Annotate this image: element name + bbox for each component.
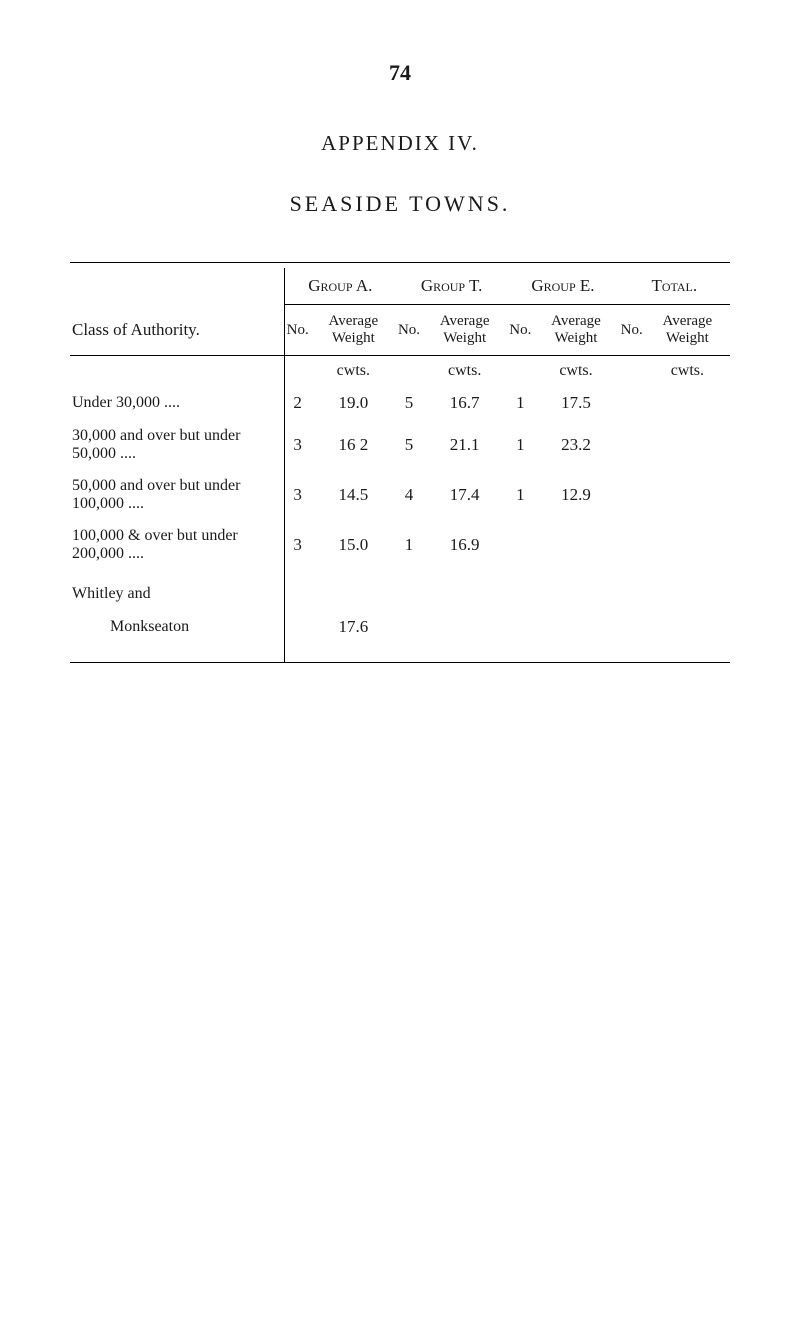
units-row: cwts. cwts. cwts. cwts. (70, 356, 730, 387)
empty-cell (507, 610, 533, 662)
cell-weight: 19.0 (311, 386, 396, 420)
cell-weight: 21.1 (422, 420, 507, 470)
table-row: 50,000 and over but under 100,000 .... 3… (70, 470, 730, 520)
empty-cell (396, 570, 422, 610)
cell-no (619, 386, 645, 420)
cell-no (507, 520, 533, 570)
cell-no: 1 (396, 520, 422, 570)
row-label: 100,000 & over but under 200,000 .... (70, 520, 284, 570)
whitley-label-1: Whitley and (70, 570, 284, 610)
cell-weight: 16.9 (422, 520, 507, 570)
no-header: No. (507, 305, 533, 356)
whitley-row-1: Whitley and (70, 570, 730, 610)
cell-no: 1 (507, 470, 533, 520)
row-label: Under 30,000 .... (70, 386, 284, 420)
group-t-header: Group T. (396, 268, 507, 305)
whitley-label-2: Monkseaton (70, 610, 284, 662)
no-header: No. (284, 305, 311, 356)
row-label: 50,000 and over but under 100,000 .... (70, 470, 284, 520)
empty-cell (619, 356, 645, 387)
table-container: Group A. Group T. Group E. Total. Class … (70, 262, 730, 663)
units-cell: cwts. (645, 356, 730, 387)
avg-weight-header: Average Weight (422, 305, 507, 356)
section-title: SEASIDE TOWNS. (70, 191, 730, 217)
cell-no: 3 (284, 520, 311, 570)
class-of-authority-label: Class of Authority. (70, 305, 284, 356)
cell-no: 2 (284, 386, 311, 420)
group-a-header: Group A. (284, 268, 396, 305)
no-header: No. (396, 305, 422, 356)
cell-no (619, 420, 645, 470)
empty-cell (507, 570, 533, 610)
cell-weight: 16 2 (311, 420, 396, 470)
units-cell: cwts. (311, 356, 396, 387)
table-row: 100,000 & over but under 200,000 .... 3 … (70, 520, 730, 570)
empty-cell (396, 610, 422, 662)
cell-weight: 17.5 (533, 386, 618, 420)
cell-weight: 12.9 (533, 470, 618, 520)
seaside-towns-table: Group A. Group T. Group E. Total. Class … (70, 268, 730, 662)
empty-cell (645, 610, 730, 662)
whitley-weight: 17.6 (311, 610, 396, 662)
page-number: 74 (70, 60, 730, 86)
cell-no: 5 (396, 386, 422, 420)
group-header-row: Group A. Group T. Group E. Total. (70, 268, 730, 305)
empty-cell (533, 610, 618, 662)
cell-weight (645, 470, 730, 520)
no-header: No. (619, 305, 645, 356)
empty-header (70, 268, 284, 305)
total-header: Total. (619, 268, 730, 305)
avg-weight-header: Average Weight (533, 305, 618, 356)
cell-no: 5 (396, 420, 422, 470)
sub-header-row: Class of Authority. No. Average Weight N… (70, 305, 730, 356)
empty-cell (284, 356, 311, 387)
cell-no (619, 520, 645, 570)
whitley-row-2: Monkseaton 17.6 (70, 610, 730, 662)
cell-no: 3 (284, 470, 311, 520)
empty-cell (284, 570, 311, 610)
empty-cell (507, 356, 533, 387)
empty-cell (284, 610, 311, 662)
cell-no: 1 (507, 386, 533, 420)
table-row: 30,000 and over but under 50,000 .... 3 … (70, 420, 730, 470)
units-cell: cwts. (533, 356, 618, 387)
cell-weight (645, 386, 730, 420)
cell-weight: 14.5 (311, 470, 396, 520)
empty-cell (311, 570, 396, 610)
cell-no: 4 (396, 470, 422, 520)
empty-cell (396, 356, 422, 387)
cell-no: 3 (284, 420, 311, 470)
units-cell: cwts. (422, 356, 507, 387)
cell-weight: 16.7 (422, 386, 507, 420)
empty-cell (533, 570, 618, 610)
appendix-title: APPENDIX IV. (70, 131, 730, 156)
cell-weight: 17.4 (422, 470, 507, 520)
cell-no (619, 470, 645, 520)
empty-cell (70, 356, 284, 387)
group-e-header: Group E. (507, 268, 618, 305)
cell-weight (533, 520, 618, 570)
table-row: Under 30,000 .... 2 19.0 5 16.7 1 17.5 (70, 386, 730, 420)
avg-weight-header: Average Weight (311, 305, 396, 356)
empty-cell (645, 570, 730, 610)
cell-no: 1 (507, 420, 533, 470)
row-label: 30,000 and over but under 50,000 .... (70, 420, 284, 470)
avg-weight-header: Average Weight (645, 305, 730, 356)
empty-cell (422, 570, 507, 610)
empty-cell (619, 610, 645, 662)
empty-cell (422, 610, 507, 662)
empty-cell (619, 570, 645, 610)
cell-weight (645, 520, 730, 570)
cell-weight: 15.0 (311, 520, 396, 570)
cell-weight: 23.2 (533, 420, 618, 470)
cell-weight (645, 420, 730, 470)
